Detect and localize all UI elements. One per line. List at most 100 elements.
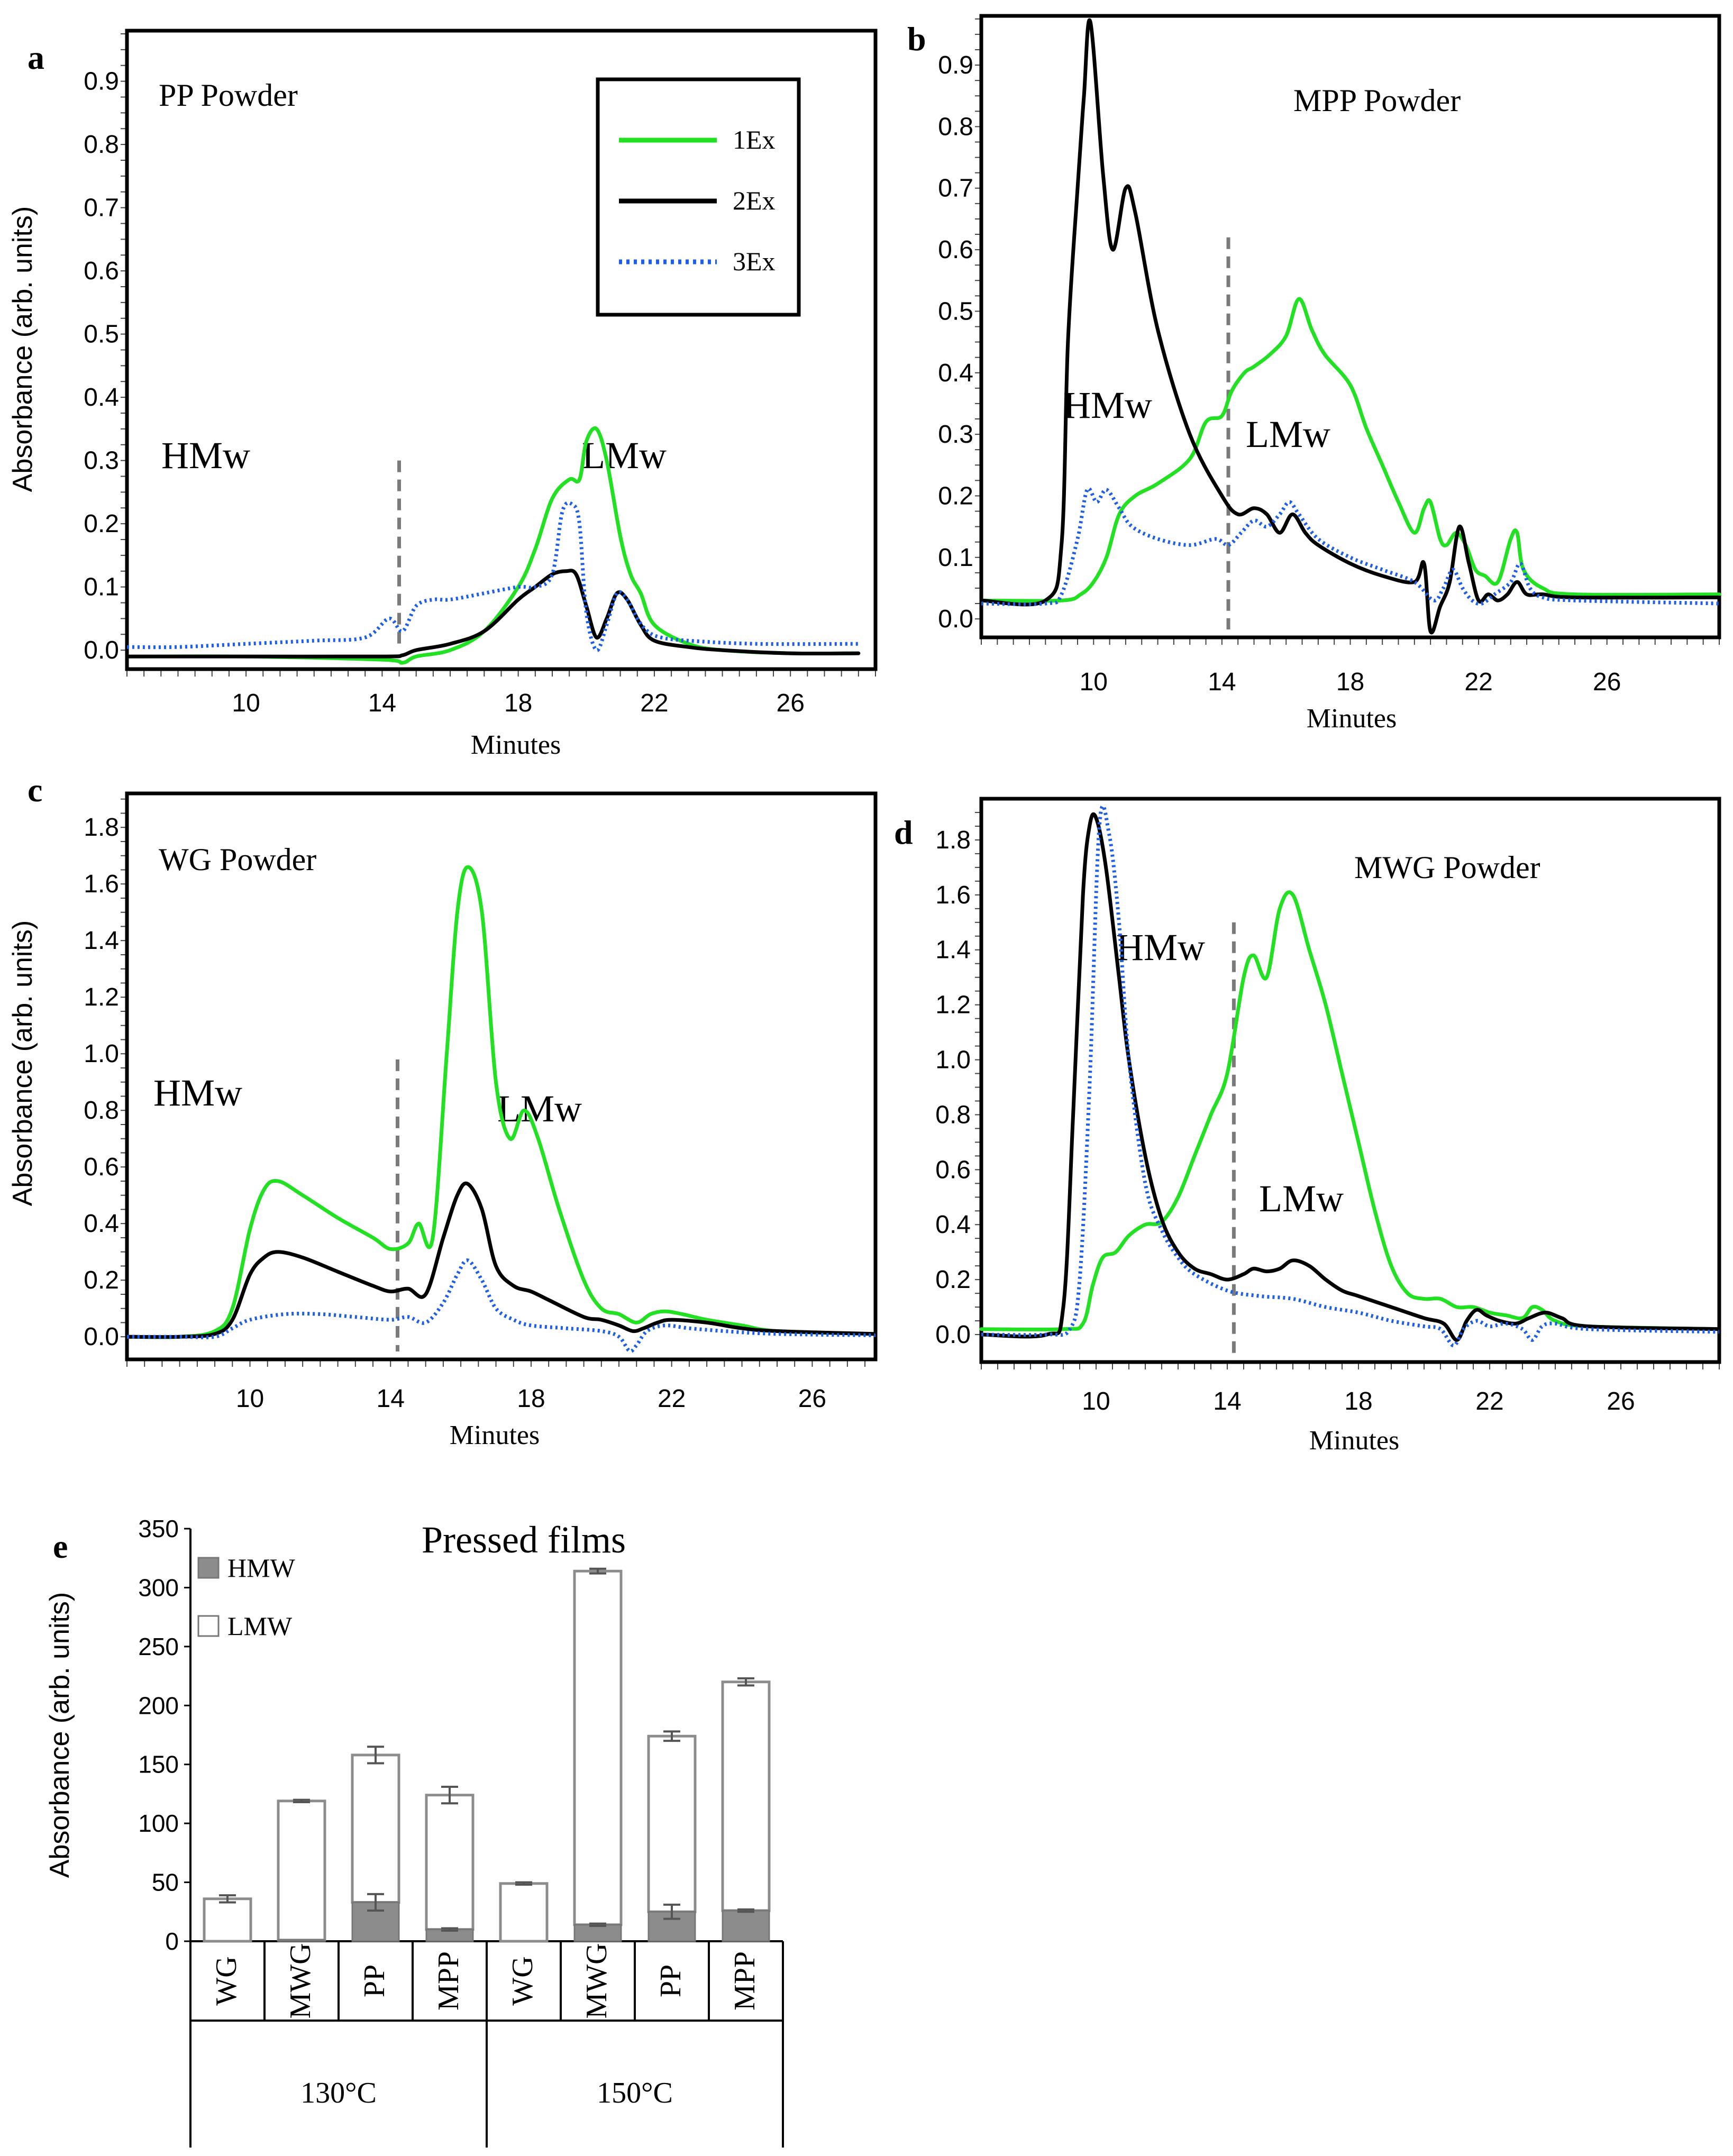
bar-lmw [425,1794,475,1931]
x-tick-label: 22 [640,689,668,717]
legend-label: LMW [227,1611,293,1641]
series-line-2Ex [125,569,861,659]
y-tick-label: 0.0 [84,1323,119,1351]
y-tick-label: 0.5 [84,321,119,349]
y-tick-label: 250 [138,1633,179,1660]
series-line-1Ex [125,426,861,665]
series-line-2Ex [979,18,1721,635]
bar-hmw [277,1939,326,1942]
panel-title: MPP Powder [1293,83,1461,118]
y-tick-label: 1.2 [84,983,119,1011]
panel-letter: a [28,39,44,76]
hmw-label: HMw [1063,384,1152,426]
y-axis-label: Absorbance (arb. units) [44,1592,75,1878]
y-tick-label: 0.4 [935,1211,971,1239]
x-tick-label: 26 [798,1385,826,1413]
y-tick-label: 0.3 [84,447,119,475]
lmw-label: LMw [1259,1177,1344,1220]
y-tick-label: 200 [138,1692,179,1719]
y-tick-label: 0.0 [935,1321,971,1349]
x-tick-label: 18 [1344,1387,1372,1415]
x-tick-label: 18 [504,689,532,717]
y-tick-label: 100 [138,1810,179,1837]
plot-frame [979,797,1721,1364]
series-line-3Ex [981,804,1720,1348]
plot-frame [125,791,878,1362]
hmw-label: HMw [153,1072,242,1114]
legend-label: 2Ex [733,186,776,215]
hmw-label: HMw [1116,926,1205,969]
y-tick-label: 0.5 [938,297,973,325]
x-tick-label: 14 [368,689,396,717]
x-axis-label: Minutes [450,1420,540,1450]
y-tick-label: 0.6 [84,1153,119,1181]
legend-swatch-HMW [197,1557,220,1579]
category-label: MPP [728,1951,761,2011]
x-axis-label: Minutes [1307,704,1397,734]
x-tick-label: 10 [236,1385,264,1413]
y-tick-label: 0.6 [938,236,973,264]
y-tick-label: 0.8 [84,131,119,159]
y-tick-label: 0.2 [84,1266,119,1294]
y-tick-label: 0.3 [938,421,973,449]
y-tick-label: 0.8 [84,1097,119,1125]
x-tick-label: 26 [1607,1387,1635,1415]
category-label: WG [210,1956,243,2005]
bar-lmw [573,1569,623,1926]
hmw-label: HMw [161,434,250,477]
group-label: 150°C [597,2077,673,2109]
y-tick-label: 0.0 [84,636,119,664]
category-label: MWG [580,1943,613,2018]
bar-lmw [721,1680,771,1912]
y-tick-label: 0.7 [938,175,973,203]
y-tick-label: 0.6 [84,257,119,285]
y-tick-label: 1.0 [84,1040,119,1068]
y-tick-label: 0.2 [84,510,119,538]
panel-letter: b [907,20,926,58]
y-tick-label: 50 [152,1869,179,1896]
y-tick-label: 0.2 [938,482,973,510]
legend-label: 3Ex [733,246,776,276]
panel-d: d 0.0 0.2 0.4 0.6 0.8 1.0 1.2 1.4 1.6 1.8 10 14 18 22 2… [894,797,1721,1456]
y-tick-label: 0.2 [935,1266,971,1294]
panel-a: a 0.0 0.1 0.2 0.3 0.4 0.5 0.6 0.7 0.8 0.9 10 14 18 22 2… [7,29,878,760]
x-tick-label: 14 [377,1385,405,1413]
panel-title: WG Powder [159,842,316,877]
lmw-label: LMw [497,1088,582,1130]
category-label: PP [654,1965,687,1997]
group-label: 130°C [300,2077,377,2109]
y-axis-label: Absorbance (arb. units) [7,920,38,1207]
x-tick-label: 10 [1082,1387,1110,1415]
x-tick-label: 22 [658,1385,686,1413]
series-line-2Ex [979,812,1721,1342]
bar-lmw [351,1753,400,1904]
y-tick-label: 1.2 [935,991,971,1019]
y-tick-label: 1.8 [935,826,971,854]
x-tick-label: 22 [1464,668,1492,696]
legend-swatch-LMW [197,1615,220,1637]
x-tick-label: 14 [1208,668,1236,696]
y-tick-label: 0.4 [84,383,119,412]
bar-lmw [203,1897,252,1943]
y-tick-label: 150 [138,1751,179,1778]
y-tick-label: 1.4 [935,936,971,964]
y-tick-label: 0.6 [935,1156,971,1184]
x-axis-label: Minutes [1309,1426,1399,1456]
y-axis-label: Absorbance (arb. units) [7,206,38,492]
category-label: MWG [284,1943,317,2018]
bar-lmw [647,1734,697,1913]
x-tick-label: 26 [1593,668,1621,696]
y-tick-label: 350 [138,1515,179,1542]
lmw-label: LMw [582,434,667,477]
x-tick-label: 22 [1475,1387,1503,1415]
y-tick-label: 1.0 [935,1046,971,1074]
series-line-3Ex [126,501,859,652]
y-tick-label: 0 [165,1927,179,1955]
bar-hmw [573,1924,622,1942]
y-tick-label: 300 [138,1574,179,1601]
category-label: PP [358,1965,391,1997]
x-tick-label: 26 [777,689,805,717]
plot-frame [125,29,878,671]
legend-label: HMW [227,1553,296,1583]
